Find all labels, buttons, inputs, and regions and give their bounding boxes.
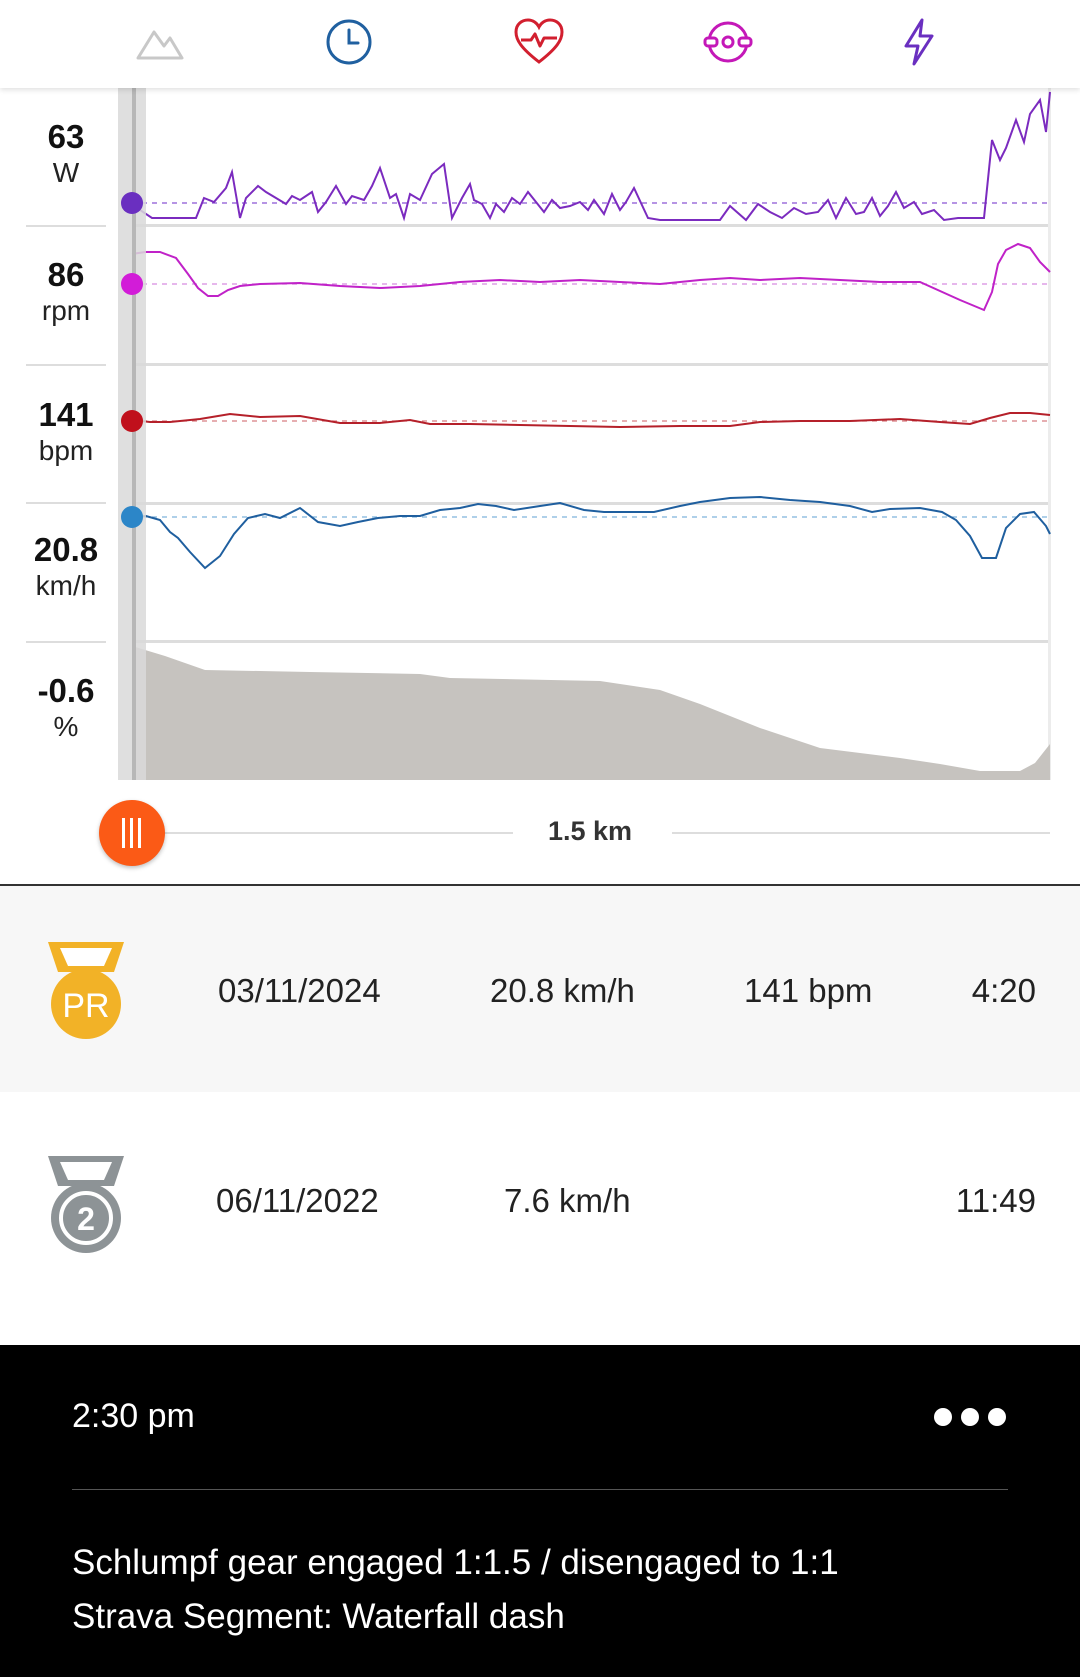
divider — [26, 502, 106, 504]
effort-time: 4:20 — [971, 972, 1036, 1009]
tab-heart-rate[interactable] — [511, 14, 567, 70]
note-line-1: Schlumpf gear engaged 1:1.5 / disengaged… — [72, 1543, 839, 1582]
note-divider — [72, 1489, 1008, 1490]
second-place-medal-icon: 2 — [44, 1152, 128, 1256]
metrics-plot — [118, 88, 1051, 780]
effort-date: 03/11/2024 — [218, 972, 381, 1009]
power-series — [131, 91, 1051, 222]
metric-heart-rate: 141 bpm — [0, 396, 132, 468]
note-panel: 2:30 pm Schlumpf gear engaged 1:1.5 / di… — [0, 1345, 1080, 1677]
note-line-2: Strava Segment: Waterfall dash — [72, 1597, 565, 1636]
tab-time[interactable] — [321, 14, 377, 70]
tab-power[interactable] — [890, 14, 946, 70]
effort-speed: 20.8 km/h — [490, 972, 635, 1009]
metric-tab-bar — [0, 0, 1080, 88]
svg-text:2: 2 — [77, 1201, 95, 1237]
ride-metrics-chart[interactable]: 63 W 86 rpm 141 bpm 20.8 km/h -0.6 % — [0, 88, 1080, 780]
speed-series — [131, 495, 1051, 570]
tab-elevation[interactable] — [132, 14, 188, 70]
grade-value: -0.6 — [37, 672, 95, 709]
scrubber-track-right — [672, 832, 1050, 834]
mountain-icon — [136, 30, 184, 60]
effort-row[interactable]: PR 03/11/2024 20.8 km/h 141 bpm 4:20 — [0, 886, 1080, 1092]
power-value: 63 — [47, 118, 85, 155]
divider — [26, 641, 106, 643]
power-unit: W — [52, 157, 80, 188]
pr-medal-icon: PR — [44, 938, 128, 1042]
effort-row[interactable]: 2 06/11/2022 7.6 km/h 11:49 — [0, 1092, 1080, 1345]
distance-label: 1.5 km — [547, 816, 633, 846]
speed-unit: km/h — [35, 570, 97, 601]
effort-speed: 7.6 km/h — [504, 1182, 631, 1219]
divider — [26, 225, 106, 227]
note-time: 2:30 pm — [72, 1397, 195, 1435]
clock-icon — [326, 19, 372, 65]
metric-cadence: 86 rpm — [0, 256, 132, 328]
metric-power: 63 W — [0, 118, 132, 190]
speed-value: 20.8 — [33, 531, 99, 568]
heart-rate-unit: bpm — [38, 435, 94, 466]
metric-grade: -0.6 % — [0, 672, 132, 744]
svg-text:PR: PR — [62, 987, 109, 1025]
cadence-icon — [703, 21, 753, 63]
scrubber-handle[interactable] — [99, 800, 165, 866]
metric-speed: 20.8 km/h — [0, 531, 132, 603]
section-divider — [0, 884, 1080, 886]
effort-time: 11:49 — [955, 1182, 1036, 1219]
power-bolt-icon — [904, 18, 934, 66]
distance-scrubber: 1.5 km — [0, 780, 1080, 884]
scrubber-track-left — [165, 832, 513, 834]
divider — [26, 364, 106, 366]
elevation-area — [132, 646, 1050, 780]
more-dots-icon[interactable] — [934, 1405, 1006, 1429]
tab-cadence[interactable] — [700, 14, 756, 70]
heart-rate-icon — [514, 18, 564, 64]
cadence-unit: rpm — [41, 295, 91, 326]
grade-unit: % — [53, 711, 79, 742]
heart-rate-value: 141 — [38, 396, 94, 433]
cadence-series — [131, 242, 1051, 312]
heart-rate-series — [131, 412, 1051, 429]
cadence-value: 86 — [47, 256, 85, 293]
effort-heart-rate: 141 bpm — [744, 972, 873, 1009]
effort-date: 06/11/2022 — [216, 1182, 379, 1219]
